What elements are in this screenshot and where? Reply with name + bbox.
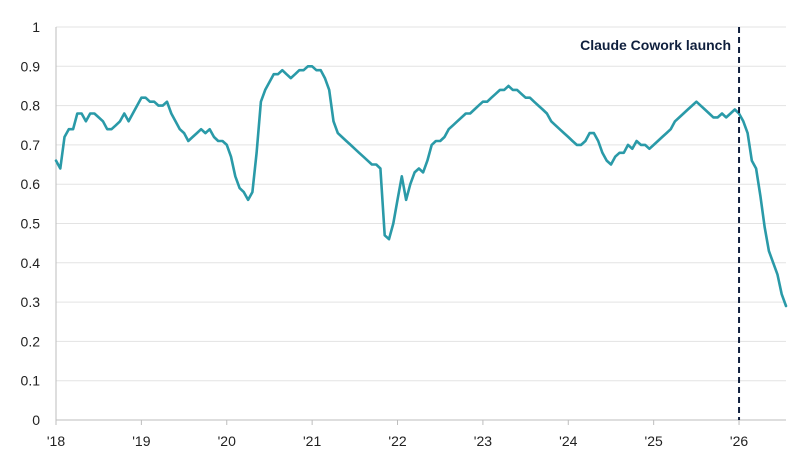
x-tick-label: '21 (303, 433, 321, 449)
x-tick-label: '23 (474, 433, 492, 449)
gridlines (56, 26, 786, 382)
annotation-label: Claude Cowork launch (580, 37, 731, 53)
annotation-layer: Claude Cowork launch (580, 27, 741, 420)
y-tick-label: 0.5 (21, 216, 41, 232)
y-tick-label: 0.3 (21, 294, 41, 310)
y-tick-label: 0.9 (21, 58, 41, 74)
x-tick-label: '18 (47, 433, 65, 449)
y-tick-label: 0.6 (21, 176, 41, 192)
y-tick-label: 1 (32, 19, 40, 35)
y-tick-label: 0.2 (21, 333, 41, 349)
y-tick-label: 0.4 (21, 255, 41, 271)
x-tick-label: '24 (559, 433, 577, 449)
axes (55, 27, 786, 421)
x-tick-label: '22 (388, 433, 406, 449)
y-tick-label: 0 (32, 412, 40, 428)
y-tick-label: 0.7 (21, 137, 41, 153)
x-tick-label: '20 (218, 433, 236, 449)
x-tick-label: '19 (132, 433, 150, 449)
x-tick-label: '25 (645, 433, 663, 449)
series-layer (54, 65, 788, 308)
x-tick-label: '26 (730, 433, 748, 449)
series-line (54, 65, 788, 308)
y-tick-label: 0.8 (21, 98, 41, 114)
y-axis-ticks: 0 0.1 0.2 0.3 0.4 0.5 0.6 0.7 0.8 0.9 1 (21, 19, 41, 428)
x-axis-ticks: '18 '19 '20 '21 '22 '23 '24 '25 '26 (47, 420, 748, 449)
y-tick-label: 0.1 (21, 373, 41, 389)
